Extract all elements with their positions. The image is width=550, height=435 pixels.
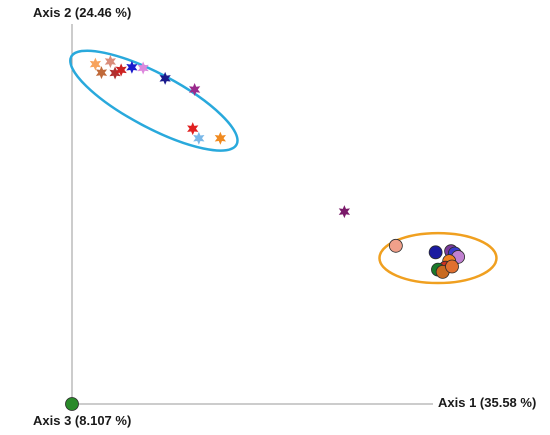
star-point-13 [338, 205, 351, 219]
group-ellipse-2 [378, 231, 498, 285]
star-point-12 [214, 131, 226, 145]
circle-point-10 [445, 259, 459, 274]
circle-point-1 [388, 238, 403, 253]
star-point-4 [109, 66, 121, 80]
axis-3-label: Axis 3 (8.107 %) [33, 413, 131, 428]
axis-1-label: Axis 1 (35.58 %) [438, 395, 536, 410]
star-point-1 [89, 57, 102, 71]
group-ellipse-1 [69, 49, 239, 152]
star-point-5 [115, 63, 127, 77]
axis-2-label: Axis 2 (24.46 %) [33, 5, 131, 20]
data-points [65, 54, 466, 411]
star-point-6 [126, 60, 138, 74]
star-point-7 [137, 61, 149, 75]
star-point-3 [95, 66, 108, 80]
star-point-2 [104, 54, 117, 68]
axes [71, 24, 433, 405]
circle-point-2 [428, 245, 443, 260]
star-point-11 [193, 131, 205, 145]
star-point-9 [188, 83, 201, 96]
star-point-10 [187, 122, 199, 136]
circle-point-11 [65, 397, 79, 411]
star-point-8 [159, 71, 171, 85]
